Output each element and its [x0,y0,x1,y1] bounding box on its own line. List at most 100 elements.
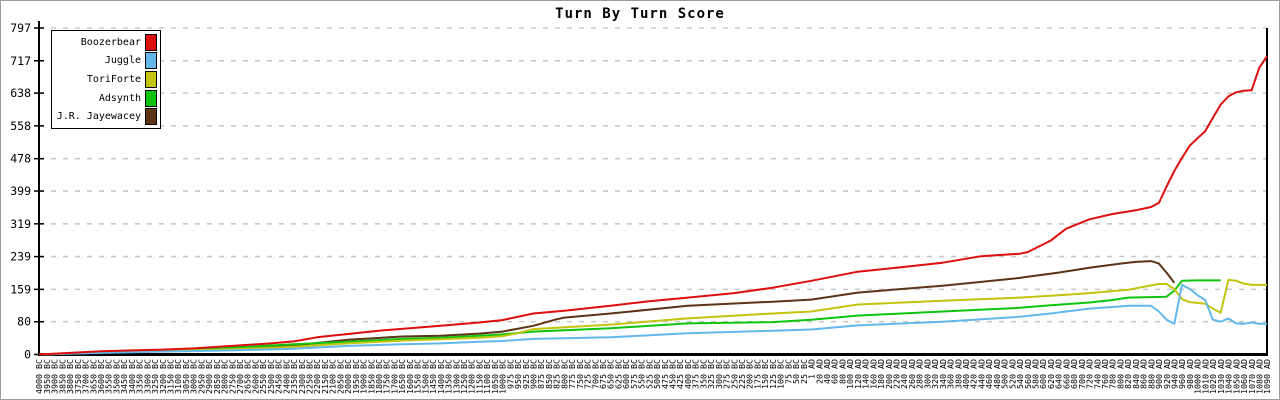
x-axis-label: 3900 BC [50,359,60,394]
x-axis-label: 1060 AD [1239,359,1249,394]
x-axis-label: 40 AD [822,359,832,384]
legend-item-adsynth: Adsynth [55,89,157,107]
x-axis-label: 940 AD [1170,359,1180,389]
x-axis-label: 320 AD [930,359,940,389]
x-axis-label: 1050 AD [1231,359,1241,394]
x-axis-label: 560 AD [1023,359,1033,389]
x-axis-label: 2900 BC [204,359,214,394]
series-line-juggle [38,283,1267,356]
x-axis-label: 1080 AD [1254,359,1264,394]
x-axis-label: 1650 BC [397,359,407,394]
x-axis-label: 1750 BC [382,359,392,394]
x-axis-label: 2250 BC [305,359,315,394]
x-axis-label: 880 AD [1146,359,1156,389]
x-axis-label: 620 AD [1046,359,1056,389]
x-axis-label: 750 BC [575,359,585,389]
x-axis-label: 1090 AD [1262,359,1272,394]
x-axis-label: 340 AD [938,359,948,389]
x-axis-label: 1350 BC [444,359,454,394]
x-axis-label: 2350 BC [289,359,299,394]
legend-label: Juggle [104,55,141,67]
x-axis-label: 920 AD [1162,359,1172,389]
x-axis-label: 75 BC [783,359,793,384]
y-axis-label: 717 [10,54,31,68]
x-axis-label: 1200 BC [467,359,477,394]
x-axis-label: 720 AD [1085,359,1095,389]
x-axis-label: 1550 BC [413,359,423,394]
adsynth-color-swatch [145,89,157,107]
x-axis-label: 950 BC [513,359,523,389]
x-axis-label: 2300 BC [297,359,307,394]
x-axis-label: 1050 BC [490,359,500,394]
x-axis-label: 120 AD [853,359,863,389]
x-axis-label: 2700 BC [235,359,245,394]
x-axis-label: 60 AD [830,359,840,384]
x-axis-label: 3850 BC [57,359,67,394]
x-axis-label: 660 AD [1061,359,1071,389]
x-axis-label: 180 AD [876,359,886,389]
x-axis-label: 1450 BC [428,359,438,394]
x-axis-label: 2850 BC [212,359,222,394]
x-axis-label: 300 BC [714,359,724,389]
y-axis-label: 399 [10,184,31,198]
x-axis-label: 3600 BC [96,359,106,394]
x-axis-label: 100 BC [776,359,786,389]
x-axis-label: 1000 BC [498,359,508,394]
x-axis-label: 400 AD [961,359,971,389]
x-axis-label: 900 BC [528,359,538,389]
x-axis-label: 3400 BC [127,359,137,394]
x-axis-label: 1000 AD [1193,359,1203,394]
x-axis-label: 1150 BC [474,359,484,394]
x-axis-label: 3500 BC [111,359,121,394]
x-axis-label: 3050 BC [181,359,191,394]
x-axis-label: 1500 BC [420,359,430,394]
x-axis-label: 2400 BC [281,359,291,394]
x-axis-label: 860 AD [1139,359,1149,389]
x-axis-label: 140 AD [861,359,871,389]
x-axis-label: 1040 AD [1224,359,1234,394]
x-axis-label: 3350 BC [135,359,145,394]
x-axis-label: 2200 BC [312,359,322,394]
x-axis-label: 1020 AD [1208,359,1218,394]
x-axis-label: 575 BC [629,359,639,389]
j-r-jayewacey-color-swatch [145,108,157,126]
x-axis-label: 1030 AD [1216,359,1226,394]
juggle-color-swatch [145,52,157,70]
x-axis-label: 840 AD [1131,359,1141,389]
x-axis-label: 900 AD [1154,359,1164,389]
x-axis-label: 3300 BC [142,359,152,394]
y-axis-label: 80 [17,315,31,329]
x-axis-label: 1700 BC [389,359,399,394]
x-axis-label: 775 BC [567,359,577,389]
x-axis-label: 2450 BC [274,359,284,394]
legend-label: Adsynth [98,92,141,104]
x-axis-label: 3750 BC [73,359,83,394]
x-axis-label: 125 BC [768,359,778,389]
x-axis-label: 25 BC [799,359,809,384]
x-axis-label: 500 BC [652,359,662,389]
x-axis-label: 480 AD [992,359,1002,389]
x-axis-label: 375 BC [691,359,701,389]
y-axis-label: 558 [10,119,31,133]
legend-item-boozerbear: Boozerbear [55,33,157,51]
x-axis-label: 980 AD [1185,359,1195,389]
x-axis-label: 420 AD [969,359,979,389]
legend: Boozerbear Juggle ToriForte Adsynth J.R. Jay… [51,30,161,129]
x-axis-label: 440 AD [976,359,986,389]
x-axis-label: 825 BC [552,359,562,389]
x-axis-label: 2650 BC [243,359,253,394]
x-axis-label: 600 AD [1038,359,1048,389]
x-axis-label: 240 AD [899,359,909,389]
x-axis-label: 260 AD [907,359,917,389]
x-axis-label: 780 AD [1108,359,1118,389]
x-axis-label: 675 BC [598,359,608,389]
x-axis-label: 700 AD [1077,359,1087,389]
x-axis-label: 800 BC [559,359,569,389]
legend-label: Boozerbear [80,36,141,48]
x-axis-label: 280 AD [915,359,925,389]
legend-label: ToriForte [86,73,141,85]
x-axis-label: 1850 BC [366,359,376,394]
x-axis-label: 300 AD [922,359,932,389]
x-axis-label: 850 BC [544,359,554,389]
y-axis-label: 797 [10,21,31,35]
